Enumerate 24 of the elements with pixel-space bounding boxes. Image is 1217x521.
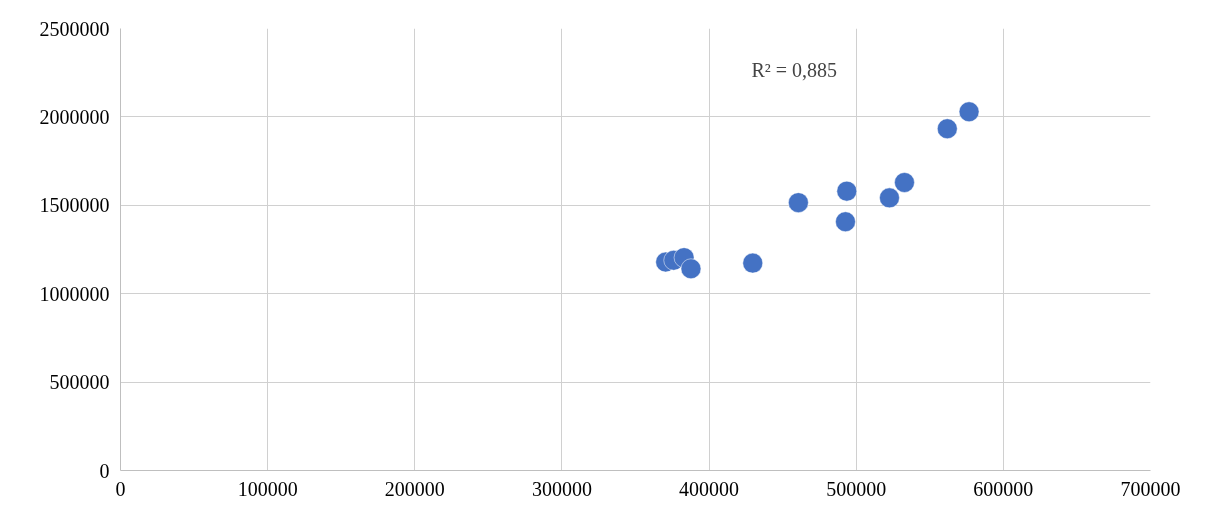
point (879, 187, 900, 209)
x-tick-label: 0 (115, 477, 126, 500)
point (788, 192, 809, 213)
y-tick-label: 2000000 (39, 105, 110, 128)
point (680, 258, 702, 279)
x-tick-label: 700000 (1120, 477, 1181, 500)
x-tick-label: 300000 (531, 477, 592, 500)
y-tick-label: 1500000 (39, 194, 110, 217)
point (742, 252, 764, 274)
point (836, 180, 858, 202)
point (835, 211, 856, 232)
x-tick-label: 400000 (679, 477, 740, 500)
x-tick-label: 200000 (384, 477, 445, 500)
x-tick-label: 600000 (973, 477, 1034, 500)
y-tick-label: 2500000 (39, 17, 110, 40)
point (958, 101, 980, 122)
y-tick-label: 500000 (49, 371, 110, 394)
x-tick-label: 100000 (237, 477, 298, 500)
point (937, 118, 958, 139)
y-tick-label: 1000000 (39, 282, 110, 305)
point (894, 172, 915, 193)
x-tick-label: 500000 (826, 477, 887, 500)
annotation: R² = 0,885 (751, 58, 838, 81)
y-tick-label: 0 (99, 459, 110, 482)
